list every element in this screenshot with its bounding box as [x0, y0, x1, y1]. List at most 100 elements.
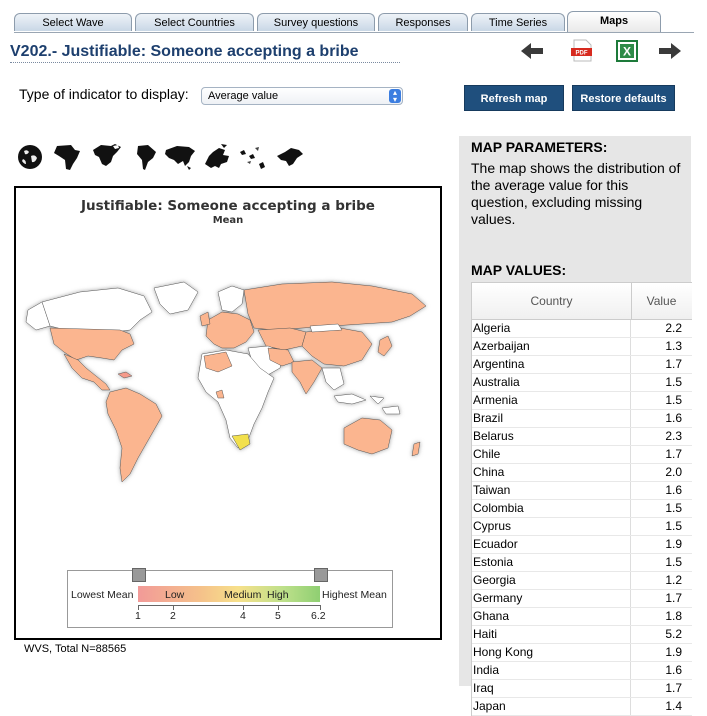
col-value[interactable]: Value — [646, 294, 677, 308]
table-row[interactable]: India 1.6 — [472, 662, 692, 680]
country-cell: China — [472, 464, 631, 481]
map-title: Justifiable: Someone accepting a bribe — [81, 198, 375, 214]
table-row[interactable]: Ghana 1.8 — [472, 608, 692, 626]
value-cell: 1.3 — [665, 339, 682, 353]
country-usa[interactable] — [49, 327, 135, 361]
forward-button[interactable] — [657, 38, 683, 64]
back-button[interactable] — [519, 38, 545, 64]
north-america-icon[interactable] — [91, 142, 125, 172]
country-south-africa[interactable] — [231, 433, 251, 451]
table-row[interactable]: Japan 1.4 — [472, 698, 692, 716]
table-row[interactable]: Australia 1.5 — [472, 374, 692, 392]
table-row[interactable]: Iraq 1.7 — [472, 680, 692, 698]
oceania-icon[interactable] — [237, 142, 269, 172]
middle-east-icon[interactable] — [273, 142, 305, 172]
export-pdf-button[interactable]: PDF — [569, 38, 595, 64]
table-row[interactable]: Argentina 1.7 — [472, 356, 692, 374]
country-russia[interactable] — [243, 281, 427, 331]
refresh-map-button[interactable]: Refresh map — [464, 85, 564, 111]
footnote: WVS, Total N=88565 — [24, 643, 127, 655]
table-row[interactable]: Armenia 1.5 — [472, 392, 692, 410]
country-algeria[interactable] — [203, 351, 233, 373]
country-mexico[interactable] — [63, 353, 111, 391]
europe-icon[interactable] — [201, 142, 235, 172]
table-row[interactable]: Cyprus 1.5 — [472, 518, 692, 536]
country-se-asia[interactable] — [321, 367, 345, 391]
country-canada[interactable] — [41, 287, 153, 333]
africa-icon[interactable] — [51, 142, 83, 172]
indicator-selected-value: Average value — [208, 90, 279, 102]
restore-defaults-button[interactable]: Restore defaults — [572, 85, 675, 111]
country-south-america[interactable] — [105, 387, 163, 483]
tab-select-countries[interactable]: Select Countries — [135, 13, 254, 31]
value-cell: 1.7 — [665, 447, 682, 461]
tab-select-wave[interactable]: Select Wave — [14, 13, 132, 31]
country-uk[interactable] — [199, 311, 211, 327]
values-heading: MAP VALUES: — [471, 262, 567, 278]
country-haiti[interactable] — [117, 371, 133, 379]
table-row[interactable]: Belarus 2.3 — [472, 428, 692, 446]
legend-medium-label: Medium — [224, 589, 262, 601]
table-row[interactable]: Colombia 1.5 — [472, 500, 692, 518]
country-papua[interactable] — [381, 405, 401, 415]
table-row[interactable]: China 2.0 — [472, 464, 692, 482]
col-country[interactable]: Country — [472, 283, 632, 319]
table-row[interactable]: Brazil 1.6 — [472, 410, 692, 428]
country-australia[interactable] — [343, 417, 393, 455]
value-cell: 1.6 — [665, 411, 682, 425]
value-cell: 1.5 — [665, 555, 682, 569]
country-cell: Azerbaijan — [472, 338, 631, 355]
legend-min-handle[interactable] — [132, 568, 146, 582]
country-scandinavia[interactable] — [217, 285, 245, 313]
value-cell: 1.9 — [665, 537, 682, 551]
country-ghana[interactable] — [215, 389, 225, 399]
country-indonesia[interactable] — [333, 393, 385, 405]
tab-maps[interactable]: Maps — [567, 11, 661, 32]
country-greenland[interactable] — [153, 281, 199, 315]
side-panel: MAP PARAMETERS: The map shows the distri… — [459, 136, 692, 716]
table-row[interactable]: Azerbaijan 1.3 — [472, 338, 692, 356]
country-india[interactable] — [291, 359, 323, 395]
country-new-zealand[interactable] — [411, 441, 421, 457]
table-row[interactable]: Germany 1.7 — [472, 590, 692, 608]
country-china[interactable] — [301, 327, 373, 367]
page-title: V202.- Justifiable: Someone accepting a … — [10, 43, 400, 63]
country-africa[interactable] — [197, 349, 275, 449]
legend-tick-label: 4 — [240, 610, 246, 622]
country-iraq[interactable] — [267, 347, 295, 367]
table-row[interactable]: Chile 1.7 — [472, 446, 692, 464]
country-cell: Colombia — [472, 500, 631, 517]
tab-responses[interactable]: Responses — [378, 13, 468, 31]
legend-tick — [320, 605, 321, 610]
table-row[interactable]: Georgia 1.2 — [472, 572, 692, 590]
legend-low-label: Low — [165, 589, 185, 601]
table-row[interactable]: Estonia 1.5 — [472, 554, 692, 572]
table-row[interactable]: Ecuador 1.9 — [472, 536, 692, 554]
country-cell: Brazil — [472, 410, 631, 427]
country-cell: Algeria — [472, 320, 631, 337]
country-europe[interactable] — [205, 311, 255, 349]
country-japan[interactable] — [377, 335, 393, 357]
params-heading: MAP PARAMETERS: — [471, 139, 608, 155]
value-cell: 2.0 — [665, 465, 682, 479]
legend-tick-label: 6.2 — [311, 610, 326, 622]
arrow-right-icon — [659, 43, 681, 59]
indicator-select[interactable]: Average value ▴ ▾ — [201, 87, 403, 105]
country-cell: Haiti — [472, 626, 631, 643]
south-america-icon[interactable] — [132, 142, 160, 172]
country-cell: Ecuador — [472, 536, 631, 553]
value-cell: 1.7 — [665, 357, 682, 371]
export-excel-button[interactable]: X — [614, 38, 640, 64]
table-row[interactable]: Algeria 2.2 — [472, 320, 692, 338]
world-map[interactable] — [22, 268, 438, 500]
legend-max-handle[interactable] — [314, 568, 328, 582]
world-globe-icon[interactable] — [15, 142, 45, 172]
table-row[interactable]: Taiwan 1.6 — [472, 482, 692, 500]
tab-time-series[interactable]: Time Series — [471, 13, 565, 31]
table-row[interactable]: Hong Kong 1.9 — [472, 644, 692, 662]
country-alaska[interactable] — [25, 301, 51, 331]
tab-survey-questions[interactable]: Survey questions — [257, 13, 375, 31]
country-mongolia[interactable] — [309, 323, 343, 333]
table-row[interactable]: Haiti 5.2 — [472, 626, 692, 644]
asia-icon[interactable] — [163, 142, 197, 172]
